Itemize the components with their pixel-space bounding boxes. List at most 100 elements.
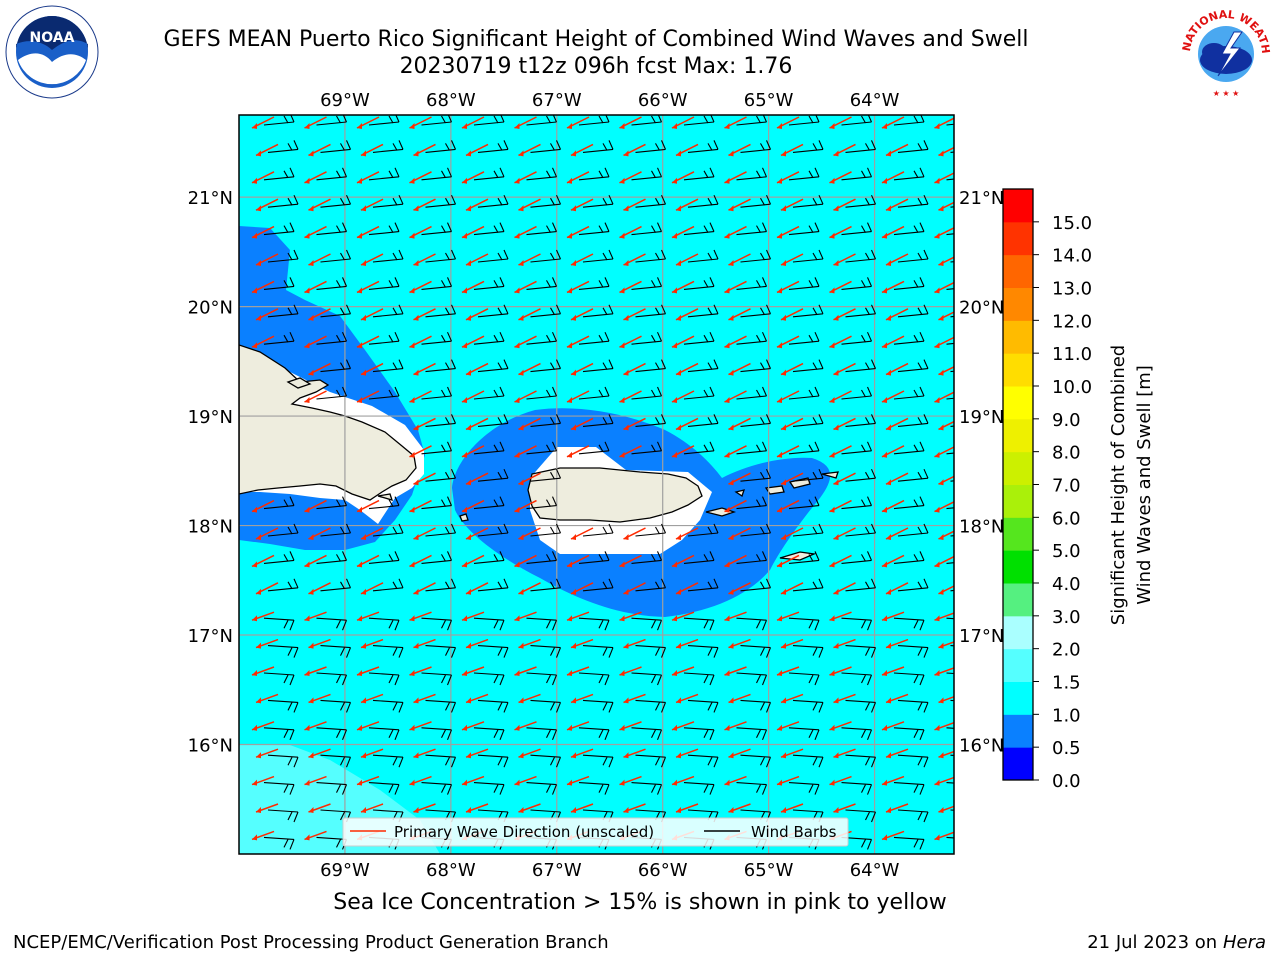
wave-arrow-head [938,424,944,431]
wind-barb-flag [814,729,820,741]
wave-arrow-head [413,369,419,376]
wind-barb-flag [498,867,502,875]
wind-barb-flag [394,277,400,287]
wind-barb-flag [818,523,824,534]
wind-barb-flag [392,581,398,590]
wind-barb-staff [267,754,299,758]
wave-arrow-head [781,479,786,486]
wind-barb-staff [683,176,715,181]
wind-barb-flag [493,115,499,124]
wave-arrow-head [256,588,261,595]
wind-barb-flag [655,647,660,656]
wind-barb-flag [814,222,820,232]
wave-arrow-head [409,177,415,184]
wind-barb-staff [368,285,400,290]
wave-arrow-head [676,807,681,813]
wind-barb-staff [631,450,662,455]
wave-arrow-head [728,588,734,595]
wind-barb-flag [598,619,604,629]
wave-arrow-head [829,670,835,676]
wind-barb-flag [756,619,761,629]
wind-barb-flag [765,647,772,658]
wave-arrow-head [938,314,944,321]
wind-barb-flag [973,332,977,341]
wave-arrow-head [676,534,681,540]
wind-barb-flag [861,784,866,793]
wave-arrow-head [672,342,677,349]
wind-barb-flag [973,223,977,232]
wind-barb-flag [765,523,772,534]
colorbar-swatch [1003,254,1033,288]
wind-barb-flag [977,648,981,658]
wind-barb-flag [602,647,608,656]
wave-arrow-head [518,479,524,486]
wind-barb-staff [788,672,820,676]
wind-barb-flag [923,578,929,589]
wind-barb-staff [631,672,662,676]
wind-barb-flag [866,551,873,561]
wind-barb-staff [582,368,614,373]
wind-barb-flag [445,417,450,425]
wave-arrow-head [728,534,734,540]
wind-barb-flag [913,170,919,179]
wind-barb-staff [582,809,614,813]
wind-barb-flag [288,867,292,875]
wind-barb-flag [503,702,509,713]
wind-barb-staff [530,699,561,703]
wave-arrow-head [413,752,419,759]
wind-barb-flag [441,280,446,288]
wave-arrow-head [676,205,681,212]
wind-barb-staff [530,477,561,482]
wave-arrow-head [781,588,786,595]
wind-barb-flag [441,729,446,739]
wind-barb-flag [550,307,555,316]
wind-barb-flag [388,729,394,739]
wave-arrow-head [304,670,310,676]
wave-arrow-head [571,697,576,704]
wave-arrow-head [357,287,362,294]
wind-barb-flag [760,471,765,480]
wind-barb-staff [893,505,925,510]
wind-barb-flag [865,471,870,480]
wind-barb-staff [841,505,872,510]
wind-barb-staff [841,395,872,400]
wind-barb-flag [336,729,341,739]
wind-barb-staff [788,727,820,731]
wind-barb-flag [287,526,293,535]
wind-barb-staff [897,148,929,153]
wave-arrow-head [886,588,891,595]
longitude-label: 64°W [850,90,900,111]
wind-barb-staff [740,532,771,537]
wind-barb-flag [392,647,398,656]
wind-barb-flag [345,304,352,315]
wind-barb-staff [740,587,771,592]
wind-barb-staff [845,313,876,318]
wind-barb-staff [792,313,824,318]
wave-arrow-head [462,123,467,129]
wind-barb-flag [761,277,768,287]
wind-barb-flag [967,116,971,123]
wind-barb-flag [814,674,820,686]
wind-barb-flag [602,417,608,425]
wind-barb-flag [651,225,656,233]
wind-barb-flag [388,115,394,124]
wind-barb-staff [477,477,509,482]
wind-barb-flag [341,331,348,342]
wind-barb-flag [503,359,509,369]
wind-barb-staff [687,809,719,813]
wind-barb-flag [870,702,877,713]
wind-barb-flag [709,277,715,287]
wind-barb-staff [788,395,820,400]
wind-barb-flag [651,444,656,453]
wind-barb-staff [530,645,561,649]
wind-barb-flag [713,414,719,424]
wind-barb-staff [687,754,719,758]
wave-arrow-head [567,177,572,184]
wind-barb-flag [336,280,341,288]
wind-barb-flag [340,143,345,151]
wind-barb-staff [320,258,351,263]
wind-barb-flag [450,702,457,713]
wind-barb-flag [283,225,289,233]
wind-barb-flag [756,554,761,562]
wind-barb-flag [761,784,768,795]
